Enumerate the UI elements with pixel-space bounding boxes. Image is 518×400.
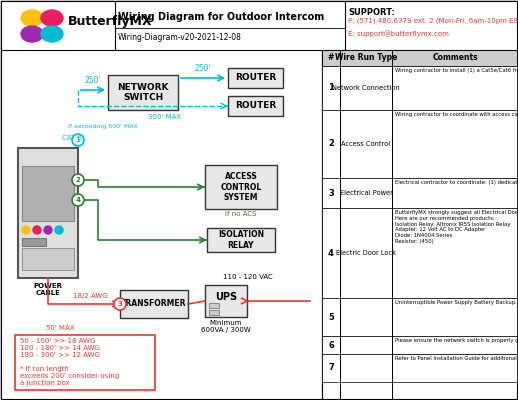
Bar: [22, 248, 74, 270]
Ellipse shape: [21, 10, 43, 26]
Text: 110 - 120 VAC: 110 - 120 VAC: [223, 274, 273, 280]
Text: 5: 5: [328, 312, 334, 322]
Text: Please ensure the network switch is properly grounded.: Please ensure the network switch is prop…: [395, 338, 518, 343]
Ellipse shape: [41, 10, 63, 26]
Text: #: #: [328, 53, 334, 62]
Ellipse shape: [21, 26, 43, 42]
Text: ButterflyMX strongly suggest all Electrical Door Lock wiring to be home-run dire: ButterflyMX strongly suggest all Electri…: [395, 210, 518, 244]
Text: Network Connection: Network Connection: [332, 85, 400, 91]
Bar: [322, 354, 517, 382]
Bar: [207, 228, 275, 252]
Text: Refer to Panel Installation Guide for additional details. Leave 6' service loop : Refer to Panel Installation Guide for ad…: [395, 356, 518, 361]
Text: 7: 7: [328, 364, 334, 372]
Text: 18/2 AWG: 18/2 AWG: [73, 293, 107, 299]
Text: Electrical contractor to coordinate: (1) dedicated circuit (with 3-20 receptacle: Electrical contractor to coordinate: (1)…: [395, 180, 518, 185]
Text: 4: 4: [328, 248, 334, 258]
Text: 2: 2: [76, 177, 80, 183]
Bar: [15, 335, 155, 390]
Text: Wiring-Diagram-v20-2021-12-08: Wiring-Diagram-v20-2021-12-08: [118, 33, 242, 42]
Text: CAT 6: CAT 6: [62, 135, 82, 141]
Bar: [322, 336, 517, 354]
Text: SUPPORT:: SUPPORT:: [348, 8, 395, 17]
Circle shape: [44, 226, 52, 234]
Text: 250': 250': [195, 64, 211, 73]
Bar: [322, 110, 517, 178]
Text: NETWORK
SWITCH: NETWORK SWITCH: [117, 83, 169, 102]
Text: Electrical Power: Electrical Power: [340, 190, 393, 196]
Text: ButterflyMX: ButterflyMX: [68, 16, 152, 28]
Text: ISOLATION
RELAY: ISOLATION RELAY: [218, 230, 264, 250]
Text: TRANSFORMER: TRANSFORMER: [121, 300, 187, 308]
Bar: [18, 148, 78, 278]
Text: 50 - 100' >> 18 AWG
100 - 180' >> 14 AWG
180 - 300' >> 12 AWG

* If run length
e: 50 - 100' >> 18 AWG 100 - 180' >> 14 AWG…: [20, 338, 119, 386]
Bar: [205, 165, 277, 209]
Text: If no ACS: If no ACS: [225, 211, 257, 217]
Text: Wiring contractor to coordinate with access control provider, install (1) x 18/2: Wiring contractor to coordinate with acc…: [395, 112, 518, 117]
Bar: [205, 285, 247, 317]
Text: If exceeding 500' MAX: If exceeding 500' MAX: [68, 124, 138, 129]
Text: Uninterruptible Power Supply Battery Backup. To prevent voltage drops and surges: Uninterruptible Power Supply Battery Bac…: [395, 300, 518, 305]
Bar: [322, 298, 517, 336]
Bar: [322, 208, 517, 298]
Text: E: support@butterflymx.com: E: support@butterflymx.com: [348, 30, 449, 37]
Text: UPS: UPS: [215, 292, 237, 302]
Text: Wiring Diagram for Outdoor Intercom: Wiring Diagram for Outdoor Intercom: [118, 12, 324, 22]
Text: ROUTER: ROUTER: [235, 102, 276, 110]
Bar: [322, 50, 517, 66]
Circle shape: [114, 298, 126, 310]
Circle shape: [72, 194, 84, 206]
Circle shape: [22, 226, 30, 234]
Text: 300' MAX: 300' MAX: [149, 114, 182, 120]
Text: ACCESS
CONTROL
SYSTEM: ACCESS CONTROL SYSTEM: [220, 172, 262, 202]
Text: Electric Door Lock: Electric Door Lock: [336, 250, 396, 256]
Text: Access Control: Access Control: [341, 141, 391, 147]
Text: 6: 6: [328, 340, 334, 350]
Text: 2: 2: [328, 140, 334, 148]
Text: 50' MAX: 50' MAX: [46, 325, 74, 331]
Text: P: (571) 480.6379 ext. 2 (Mon-Fri, 6am-10pm EST): P: (571) 480.6379 ext. 2 (Mon-Fri, 6am-1…: [348, 18, 518, 24]
Circle shape: [72, 174, 84, 186]
Text: Comments: Comments: [432, 53, 478, 62]
Bar: [209, 303, 219, 308]
Circle shape: [55, 226, 63, 234]
Circle shape: [72, 134, 84, 146]
Bar: [1, 1, 517, 51]
Text: 4: 4: [76, 197, 80, 203]
Bar: [22, 166, 74, 221]
Ellipse shape: [41, 26, 63, 42]
Bar: [228, 68, 283, 88]
Text: POWER
CABLE: POWER CABLE: [34, 283, 63, 296]
Text: 1: 1: [328, 84, 334, 92]
Bar: [228, 96, 283, 116]
Bar: [120, 290, 188, 318]
Text: Minimum
600VA / 300W: Minimum 600VA / 300W: [201, 320, 251, 333]
Bar: [322, 66, 517, 110]
Bar: [322, 178, 517, 208]
Bar: [209, 310, 219, 315]
Text: ROUTER: ROUTER: [235, 74, 276, 82]
Bar: [108, 75, 178, 110]
Text: 3: 3: [328, 188, 334, 198]
Circle shape: [33, 226, 41, 234]
Text: 3: 3: [118, 301, 122, 307]
Text: Wiring contractor to install (1) a Cat5e/Cat6 from each Intercom panel location : Wiring contractor to install (1) a Cat5e…: [395, 68, 518, 73]
Bar: [22, 238, 46, 246]
Text: 1: 1: [76, 137, 80, 143]
Bar: [1, 50, 322, 399]
Text: Wire Run Type: Wire Run Type: [335, 53, 397, 62]
Text: 250': 250': [84, 76, 102, 85]
Bar: [322, 50, 517, 399]
